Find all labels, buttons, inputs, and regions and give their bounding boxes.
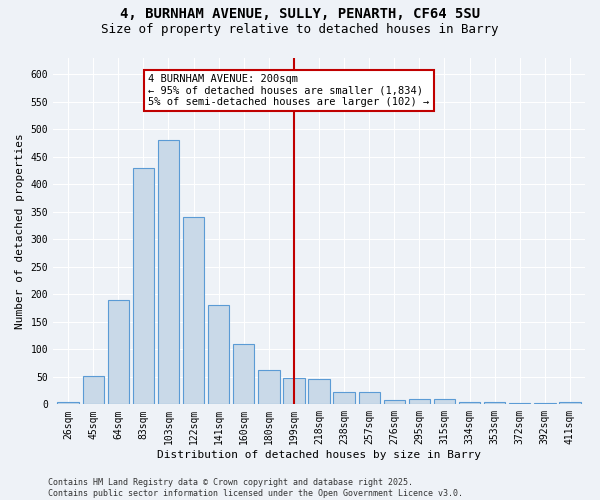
Text: Size of property relative to detached houses in Barry: Size of property relative to detached ho…: [101, 22, 499, 36]
Bar: [107, 300, 129, 405]
Y-axis label: Number of detached properties: Number of detached properties: [15, 133, 25, 329]
Bar: [258, 370, 280, 404]
Bar: [509, 403, 530, 404]
Text: 4, BURNHAM AVENUE, SULLY, PENARTH, CF64 5SU: 4, BURNHAM AVENUE, SULLY, PENARTH, CF64 …: [120, 8, 480, 22]
Bar: [434, 399, 455, 404]
Text: Contains HM Land Registry data © Crown copyright and database right 2025.
Contai: Contains HM Land Registry data © Crown c…: [48, 478, 463, 498]
Bar: [459, 402, 480, 404]
Bar: [83, 376, 104, 404]
Bar: [534, 402, 556, 404]
Bar: [383, 400, 405, 404]
Bar: [283, 378, 305, 404]
Bar: [233, 344, 254, 405]
X-axis label: Distribution of detached houses by size in Barry: Distribution of detached houses by size …: [157, 450, 481, 460]
Bar: [58, 402, 79, 404]
Bar: [409, 399, 430, 404]
Bar: [158, 140, 179, 404]
Bar: [133, 168, 154, 404]
Bar: [484, 402, 505, 404]
Bar: [208, 305, 229, 404]
Bar: [559, 402, 581, 404]
Bar: [183, 217, 204, 404]
Bar: [308, 379, 329, 404]
Bar: [359, 392, 380, 404]
Text: 4 BURNHAM AVENUE: 200sqm
← 95% of detached houses are smaller (1,834)
5% of semi: 4 BURNHAM AVENUE: 200sqm ← 95% of detach…: [148, 74, 430, 107]
Bar: [334, 392, 355, 404]
